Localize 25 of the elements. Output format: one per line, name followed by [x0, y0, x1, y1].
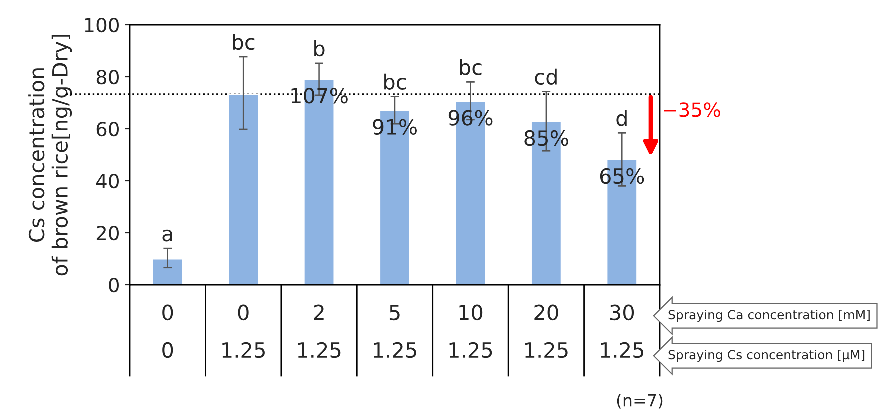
x-tick-label: 20 1.25 — [526, 304, 568, 358]
y-tick-label: 100 — [85, 18, 119, 33]
y-tick-label: 80 — [96, 70, 119, 85]
annotation: a — [162, 230, 172, 242]
text: Spraying Cs concentration [μM] — [668, 350, 865, 362]
annotation: b — [314, 40, 325, 57]
annotation: bc — [460, 59, 482, 76]
y-tick-label: 60 — [96, 122, 119, 137]
annotation: d — [616, 110, 627, 126]
y-axis-title: Cs concentration of brown rice[ng/g-Dry] — [28, 34, 72, 276]
y-tick-label: 20 — [96, 226, 119, 241]
y-tick-label: 40 — [96, 174, 119, 189]
text: −35% — [664, 102, 720, 118]
annotation: bc — [233, 34, 255, 50]
x-tick-label: 10 1.25 — [450, 304, 492, 358]
x-tick-label: 0 0 — [162, 304, 174, 358]
annotation: cd — [535, 68, 557, 86]
y-tick-label: 0 — [109, 278, 119, 293]
x-tick-label: 30 1.25 — [601, 304, 644, 358]
annotation: bc — [384, 74, 406, 90]
x-tick-label: 5 1.25 — [374, 305, 416, 358]
text: (n=7) — [617, 394, 663, 409]
x-tick-label: 0 1.25 — [222, 304, 265, 358]
x-tick-label: 2 1.25 — [298, 304, 341, 358]
text: Spraying Ca concentration [mM] — [668, 310, 870, 322]
